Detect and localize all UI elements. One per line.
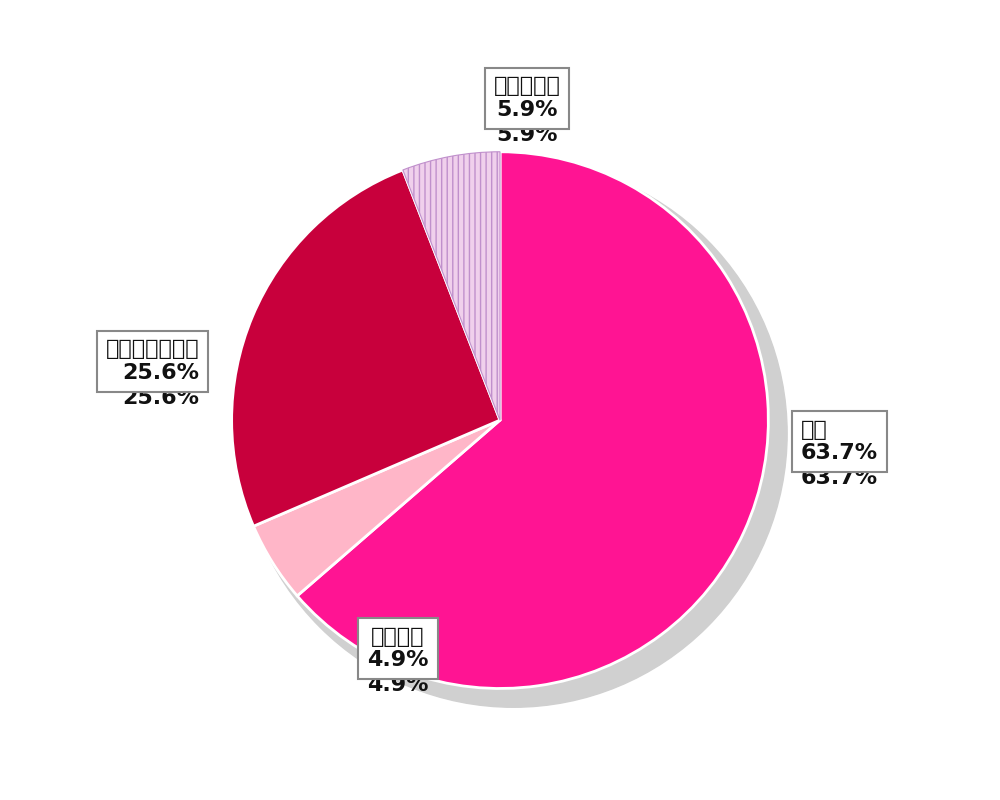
Text: どちらでもいい: どちらでもいい <box>106 341 199 361</box>
Wedge shape <box>403 152 500 420</box>
Wedge shape <box>297 152 768 689</box>
Text: わからない
5.9%: わからない 5.9% <box>493 77 560 120</box>
Wedge shape <box>403 152 500 420</box>
Wedge shape <box>253 420 500 596</box>
Circle shape <box>240 160 787 707</box>
Text: 4.9%: 4.9% <box>367 675 429 695</box>
Text: 63.7%: 63.7% <box>801 469 878 489</box>
Wedge shape <box>232 170 500 526</box>
Text: 思う
63.7%: 思う 63.7% <box>801 420 878 463</box>
Text: 思わない: 思わない <box>371 628 425 648</box>
Text: 5.9%: 5.9% <box>496 125 558 145</box>
Text: どちらでもいい
25.6%: どちらでもいい 25.6% <box>106 339 199 382</box>
Text: 思わない
4.9%: 思わない 4.9% <box>367 626 429 670</box>
Text: 25.6%: 25.6% <box>122 388 199 408</box>
Text: 思う: 思う <box>801 422 827 442</box>
Text: わからない: わからない <box>493 78 560 98</box>
